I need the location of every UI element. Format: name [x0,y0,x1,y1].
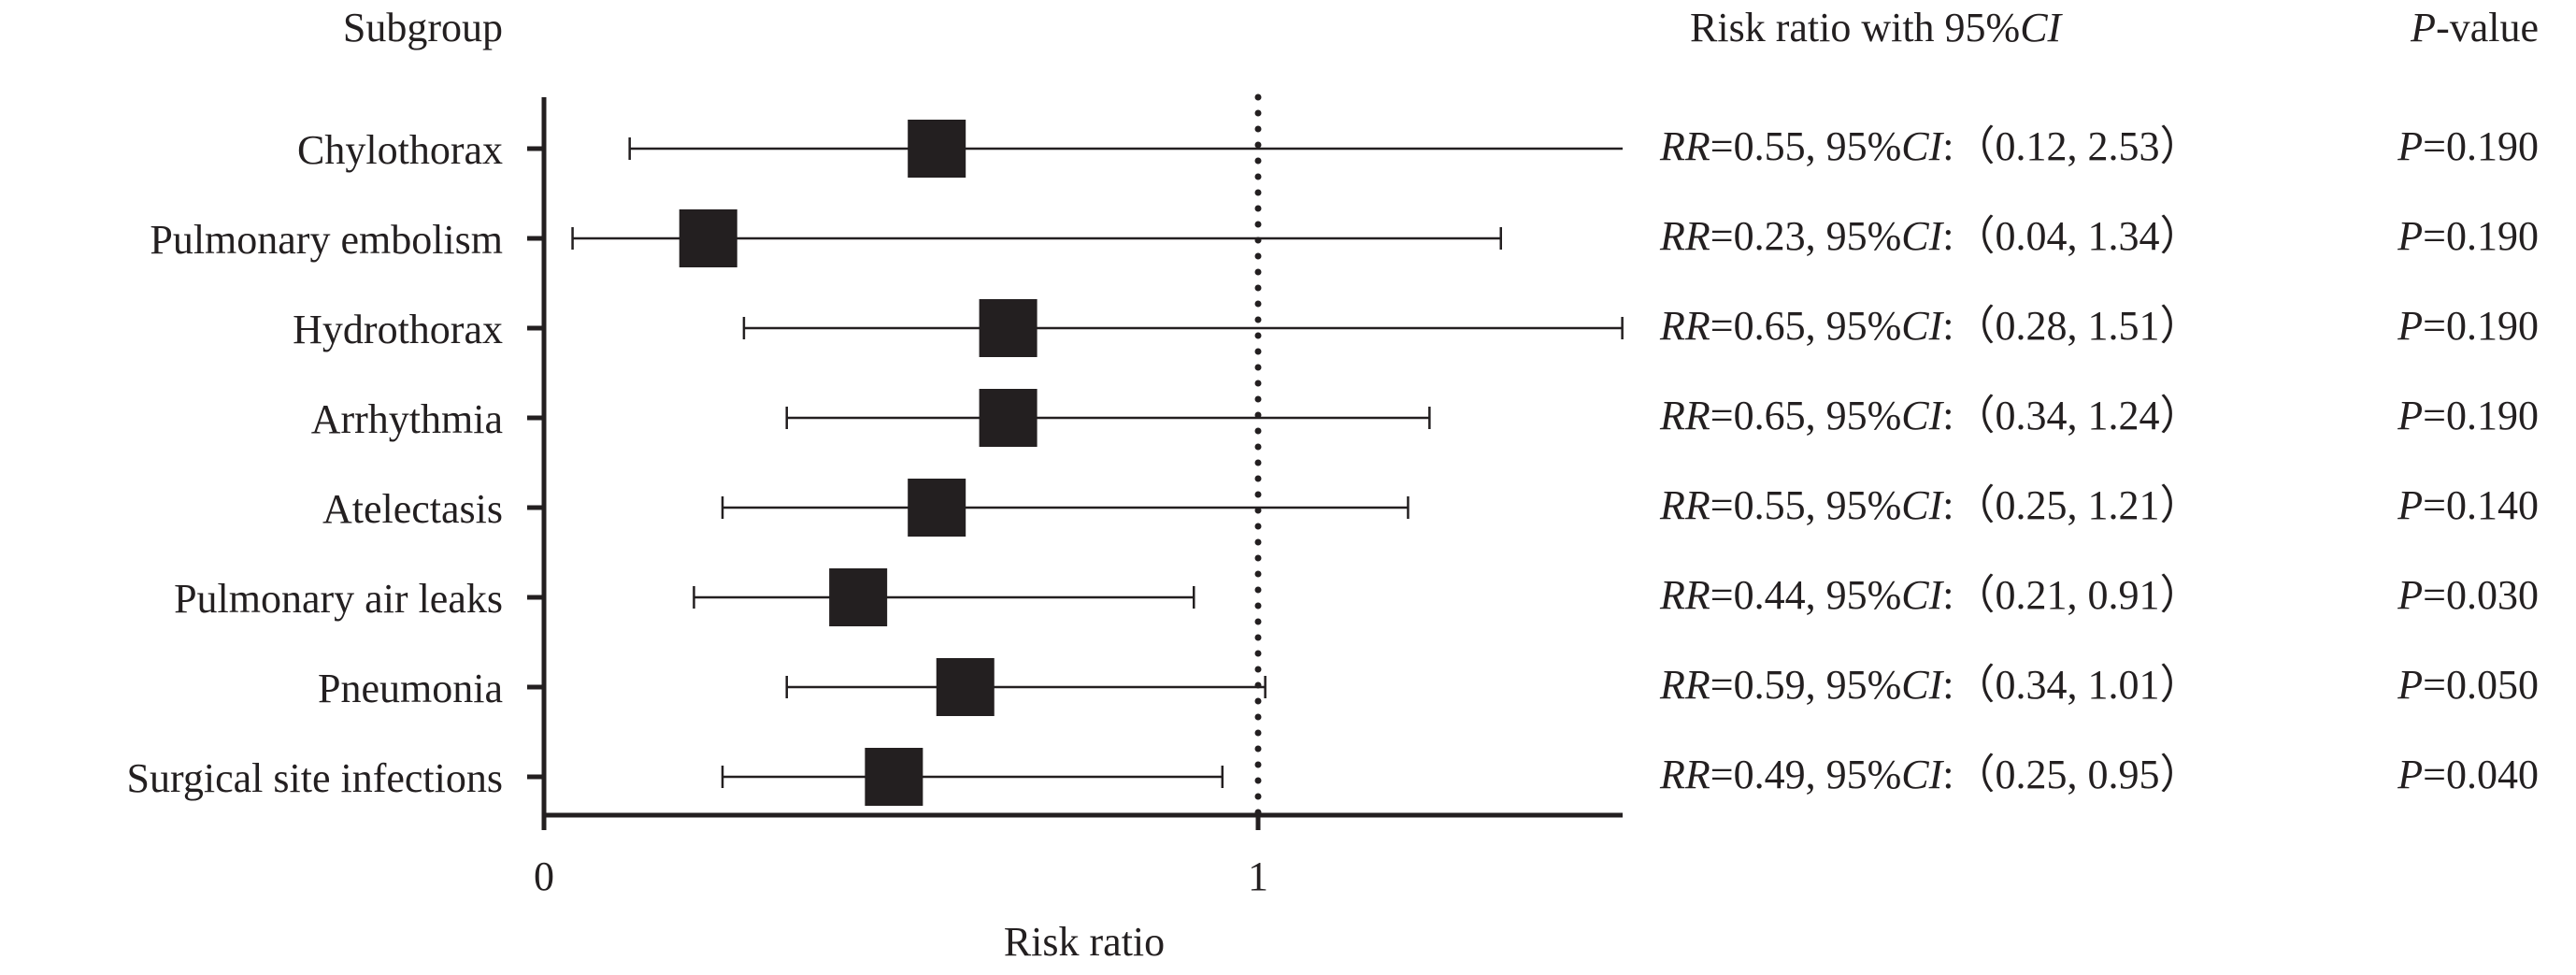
pvalue-header: P-value [2410,5,2539,50]
rr-ci-header-ci: CI [2020,5,2063,50]
p-value-text: P=0.030 [2397,572,2539,618]
ci-values: :（0.25, 0.95） [1942,752,2200,797]
subgroup-header: Subgroup [343,5,503,50]
rr-prefix: RR [1659,572,1710,618]
ci-label: CI [1901,393,1944,438]
p-value-text: P=0.140 [2397,482,2539,528]
p-value: =0.030 [2423,572,2539,618]
p-value: =0.050 [2423,662,2539,708]
ci-label: CI [1901,303,1944,349]
rr-value: =0.65, 95% [1710,303,1901,349]
rr-prefix: RR [1659,393,1710,438]
ci-values: :（0.12, 2.53） [1942,123,2200,169]
pvalue-header-text: -value [2436,5,2539,50]
p-prefix: P [2397,303,2423,349]
p-prefix: P [2397,393,2423,438]
ci-values: :（0.25, 1.21） [1942,482,2200,528]
rr-ci-text: RR=0.55, 95%CI:（0.25, 1.21） [1659,482,2200,528]
row-annotations: RR=0.55, 95%CI:（0.12, 2.53） P=0.190RR=0.2… [1659,123,2539,797]
p-value: =0.040 [2423,752,2539,797]
p-prefix: P [2397,482,2423,528]
rr-prefix: RR [1659,303,1710,349]
rr-value: =0.49, 95% [1710,752,1901,797]
p-value-text: P=0.050 [2397,662,2539,708]
ci-label: CI [1901,482,1944,528]
rr-ci-text: RR=0.44, 95%CI:（0.21, 0.91） [1659,572,2200,618]
rr-ci-text: RR=0.65, 95%CI:（0.28, 1.51） [1659,303,2200,349]
p-prefix: P [2397,123,2423,169]
point-estimate [679,209,737,267]
subgroup-label: Arrhythmia [311,396,503,442]
point-estimate [979,299,1038,357]
rr-ci-text: RR=0.55, 95%CI:（0.12, 2.53） [1659,123,2200,169]
p-value-text: P=0.190 [2397,303,2539,349]
point-estimate [908,479,966,537]
subgroup-label: Pulmonary embolism [150,217,503,263]
p-value-text: P=0.190 [2397,213,2539,259]
subgroup-label: Atelectasis [322,486,503,532]
subgroup-label: Chylothorax [297,127,503,173]
rr-prefix: RR [1659,213,1710,259]
rr-ci-header: Risk ratio with 95%CI [1690,5,2064,50]
x-tick-label: 1 [1248,853,1268,899]
point-estimate [979,389,1038,447]
rr-value: =0.65, 95% [1710,393,1901,438]
rr-prefix: RR [1659,482,1710,528]
x-tick-label: 0 [534,853,554,899]
p-value: =0.190 [2423,303,2539,349]
rr-prefix: RR [1659,752,1710,797]
p-prefix: P [2397,752,2423,797]
rr-ci-text: RR=0.49, 95%CI:（0.25, 0.95） [1659,752,2200,797]
subgroup-label: Surgical site infections [127,755,503,801]
p-prefix: P [2397,662,2423,708]
rr-value: =0.44, 95% [1710,572,1901,618]
rr-value: =0.55, 95% [1710,123,1901,169]
p-value-text: P=0.040 [2397,752,2539,797]
ci-label: CI [1901,213,1944,259]
point-estimate [865,748,923,806]
rr-ci-text: RR=0.23, 95%CI:（0.04, 1.34） [1659,213,2200,259]
subgroup-label: Pneumonia [318,666,503,711]
p-prefix: P [2397,213,2423,259]
ci-values: :（0.04, 1.34） [1942,213,2200,259]
ci-label: CI [1901,123,1944,169]
p-prefix: P [2397,572,2423,618]
rr-prefix: RR [1659,123,1710,169]
ci-label: CI [1901,572,1944,618]
point-estimate [908,120,966,178]
p-value: =0.190 [2423,393,2539,438]
rr-prefix: RR [1659,662,1710,708]
rr-value: =0.23, 95% [1710,213,1901,259]
p-value: =0.140 [2423,482,2539,528]
x-axis-label: Risk ratio [1004,919,1165,965]
p-value: =0.190 [2423,123,2539,169]
ci-label: CI [1901,752,1944,797]
p-value-text: P=0.190 [2397,393,2539,438]
pvalue-header-p: P [2410,5,2436,50]
rr-value: =0.59, 95% [1710,662,1901,708]
p-value-text: P=0.190 [2397,123,2539,169]
point-estimate [936,658,995,716]
ci-values: :（0.28, 1.51） [1942,303,2200,349]
rr-ci-header-text: Risk ratio with 95% [1690,5,2020,50]
point-estimate [829,568,888,626]
p-value: =0.190 [2423,213,2539,259]
ci-values: :（0.34, 1.01） [1942,662,2200,708]
row-labels: Chylothorax Pulmonary embolism Hydrothorax… [127,127,503,801]
rr-value: =0.55, 95% [1710,482,1901,528]
ci-label: CI [1901,662,1944,708]
ci-values: :（0.34, 1.24） [1942,393,2200,438]
subgroup-label: Hydrothorax [293,307,503,352]
rr-ci-text: RR=0.59, 95%CI:（0.34, 1.01） [1659,662,2200,708]
subgroup-label: Pulmonary air leaks [174,576,503,622]
ci-values: :（0.21, 0.91） [1942,572,2200,618]
rr-ci-text: RR=0.65, 95%CI:（0.34, 1.24） [1659,393,2200,438]
